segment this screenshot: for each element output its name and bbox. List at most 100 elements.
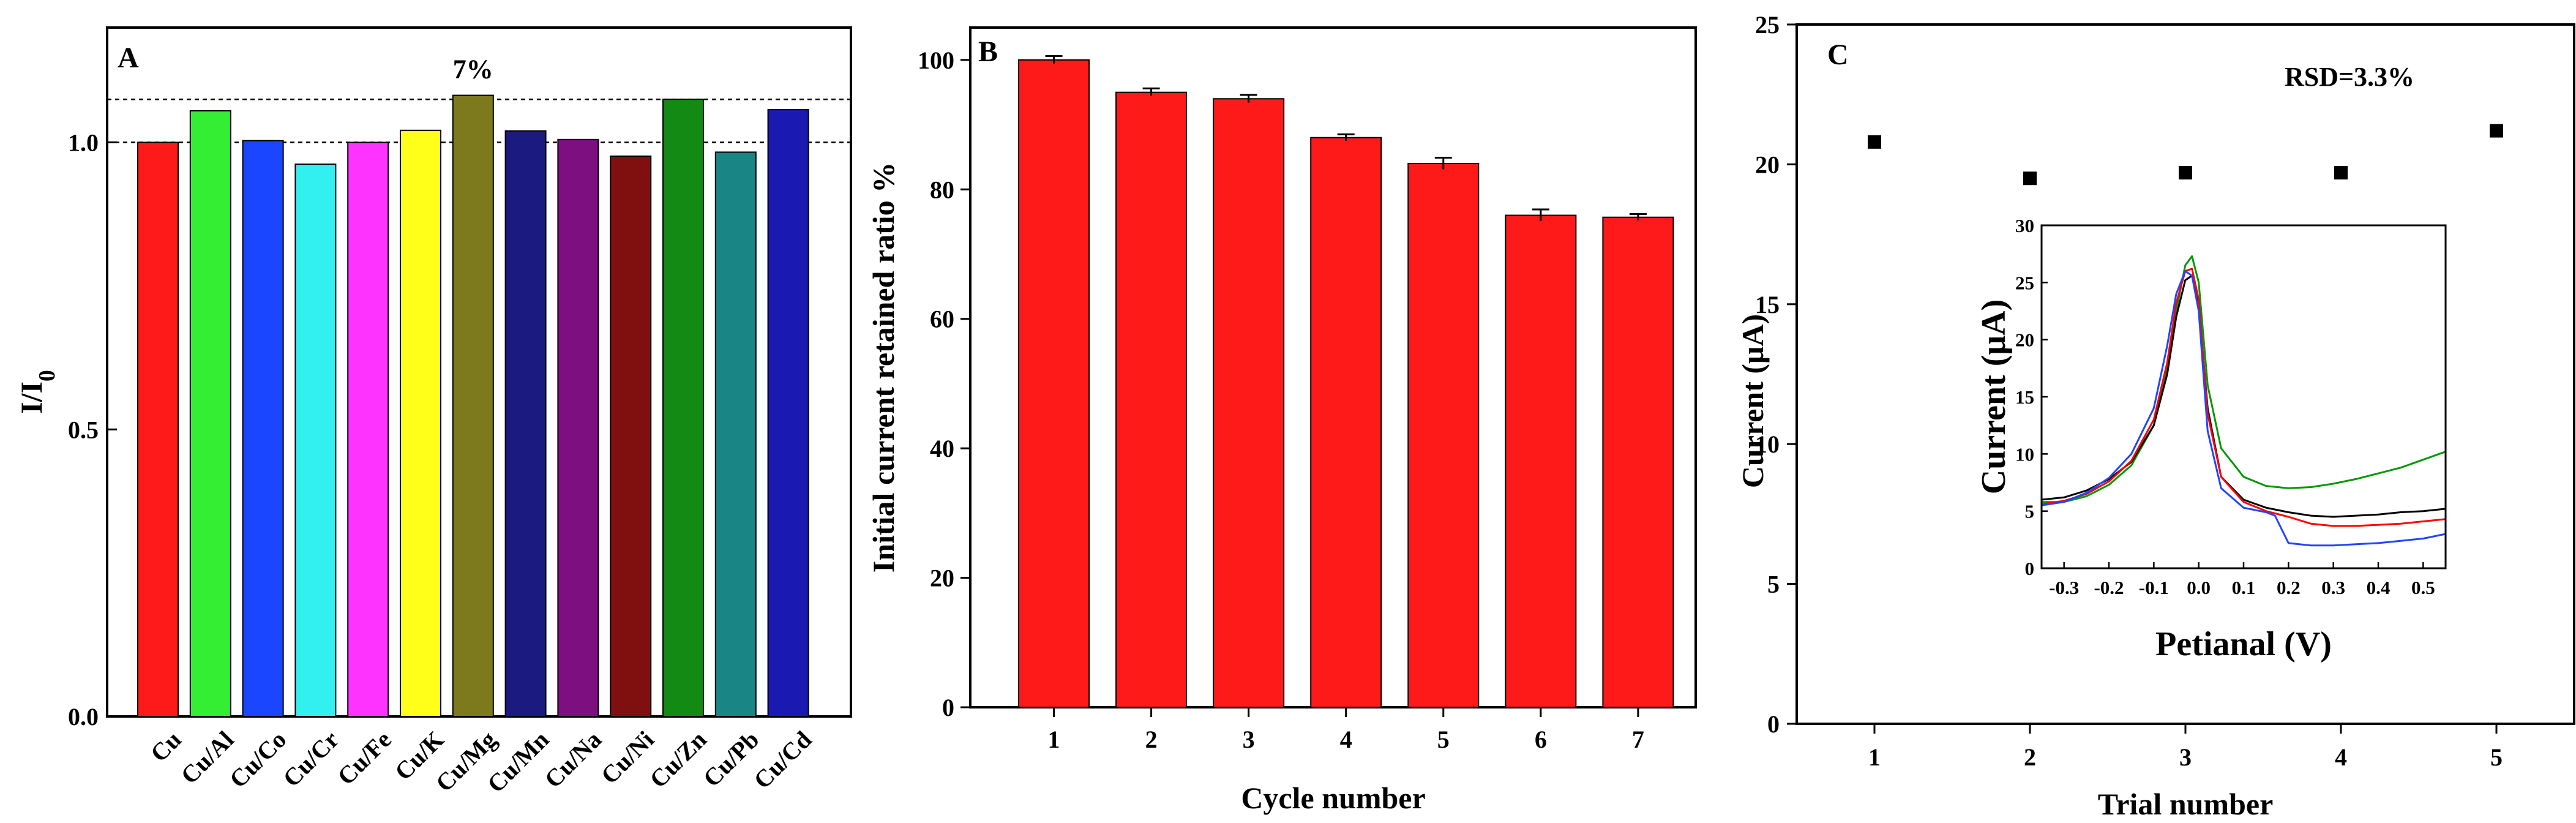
panel-b: 0 20 40 60 80 100 1 2 3 4 5 6 7 B Cycle number Init… [866,26,1697,815]
panel-c-x-tick-label: 4 [2335,743,2347,771]
panel-b-bar [1310,137,1382,708]
panel-b-bar [1115,91,1188,708]
panel-a-x-tick-labels: CuCu/AlCu/CoCu/CrCu/FeCu/KCu/MgCu/MnCu/N… [145,726,817,798]
panel-c-point [1868,135,1881,149]
inset-x-tick-label: 0.4 [2367,577,2391,598]
panel-c-y-tick-label: 10 [1755,430,1780,458]
panel-c-y-tick-label: 15 [1755,291,1780,318]
panel-b-bar [1213,98,1285,708]
inset-ticks: -0.3 -0.2 -0.1 0.0 0.1 0.2 0.3 0.4 0.5 0 5 10 15 20 25… [2015,215,2435,598]
panel-c-x-tick-label: 1 [1868,743,1881,771]
inset-y-axis-label: Current (μA) [1975,299,2013,494]
panel-c-point [2334,166,2348,180]
panel-a-y-ticks: 0.0 0.5 1.0 [68,129,117,731]
panel-a-bar [137,141,179,717]
panel-a-bar [400,129,441,717]
panel-a-bar [189,110,231,717]
panel-a-bar [662,99,704,717]
panel-b-bars [1018,59,1674,708]
panel-b-y-tick-label: 20 [930,565,954,592]
panel-a-bar [767,109,809,717]
inset-x-tick-label: 0.3 [2321,577,2345,598]
panel-c-points [1868,124,2503,186]
panel-b-y-tick-label: 0 [942,694,954,721]
panel-b-x-tick-label: 1 [1048,726,1060,753]
panel-a-x-tick-label: Cu/Cr [277,726,344,792]
panel-c-y-axis-label: Current (μA) [1735,314,1770,488]
panel-a-bar [347,141,389,717]
panel-b-x-ticks: 1 2 3 4 5 6 7 [1048,707,1644,753]
panel-c-ticks: 1 2 3 4 5 0 5 10 15 20 25 [1755,11,2503,771]
inset-series-line [2042,255,2446,503]
panel-b-bar [1018,59,1090,708]
panel-b-y-axis-label: Initial current retained ratio % [866,162,900,573]
panel-a-y-tick-label: 0.0 [68,703,99,731]
panel-a-bar [557,138,599,717]
panel-c-letter: C [1827,39,1849,71]
panel-c-y-tick-label: 20 [1755,151,1780,178]
panel-b-y-ticks: 0 20 40 60 80 100 [918,47,970,721]
panel-c-x-tick-label: 2 [2024,743,2036,771]
panel-c-inset: -0.3 -0.2 -0.1 0.0 0.1 0.2 0.3 0.4 0.5 0 5 10 15 20 25… [1975,215,2447,663]
panel-c-x-axis-label: Trial number [2098,787,2274,821]
inset-x-tick-label: -0.1 [2139,577,2169,598]
inset-y-tick-label: 15 [2015,386,2034,408]
panel-c-point [2023,171,2037,186]
inset-x-axis-label: Petianal (V) [2155,625,2332,663]
panel-b-x-tick-label: 5 [1437,726,1450,753]
panel-b-x-tick-label: 7 [1632,726,1644,753]
inset-x-tick-label: 0.1 [2232,577,2256,598]
panel-a-x-tick-label: Cu/Co [224,726,291,793]
panel-b-bar [1505,214,1577,708]
panel-b-error-bars [1045,55,1647,222]
panel-a-bar [610,156,652,717]
inset-x-tick-label: -0.2 [2094,577,2124,598]
inset-x-tick-label: -0.3 [2049,577,2079,598]
panel-c-point [2179,166,2192,180]
panel-a-x-tick-label: Cu/Zn [644,726,711,793]
inset-background [2042,225,2446,568]
panel-c-x-tick-label: 3 [2179,743,2192,771]
panel-c-point [2490,124,2503,138]
inset-series-line [2041,270,2446,547]
panel-a-y-tick-label: 0.5 [68,416,99,443]
panel-b-x-tick-label: 6 [1535,726,1547,753]
panel-a-y-tick-label: 1.0 [68,129,99,157]
panel-a-x-tick-label: Cu [145,726,187,767]
inset-y-tick-label: 25 [2015,272,2034,293]
panel-a-x-tick-label: Cu/Na [539,726,607,793]
panel-a-bar [504,130,547,717]
inset-y-tick-label: 0 [2025,558,2035,579]
panel-a: 0.00.51.0 CuCu/AlCu/CoCu/CrCu/FeCu/KCu/M… [14,26,852,798]
panel-a-bar [242,140,284,717]
panel-a-bar [294,163,337,717]
panel-c-x-tick-label: 5 [2490,743,2503,771]
panel-c-rsd-annotation: RSD=3.3% [2285,62,2414,92]
panel-b-letter: B [978,36,998,68]
panel-a-bars [137,94,809,717]
inset-y-tick-label: 30 [2015,215,2034,236]
panel-a-letter: A [118,42,139,74]
inset-y-tick-label: 10 [2015,443,2034,465]
panel-b-y-tick-label: 40 [930,435,954,462]
inset-y-tick-label: 5 [2025,501,2035,522]
inset-y-tick-label: 20 [2015,329,2034,351]
panel-b-y-tick-label: 100 [918,47,954,74]
inset-x-tick-label: 0.0 [2187,577,2211,598]
panel-a-bar [714,151,757,717]
inset-x-tick-label: 0.2 [2277,577,2301,598]
panel-c-y-tick-label: 5 [1767,571,1780,598]
panel-b-x-tick-label: 3 [1243,726,1255,753]
panel-b-x-tick-label: 4 [1340,726,1352,753]
panel-b-x-axis-label: Cycle number [1241,781,1425,815]
panel-c-y-tick-label: 0 [1767,710,1780,738]
inset-series [2041,255,2446,547]
panel-b-y-tick-label: 60 [930,306,954,333]
panel-a-bar [452,94,494,717]
panel-b-bar [1407,163,1480,708]
panel-a-x-tick-label: Cu/Fe [332,726,397,791]
panel-c-y-tick-label: 25 [1755,11,1780,39]
panel-b-bar [1602,216,1674,708]
